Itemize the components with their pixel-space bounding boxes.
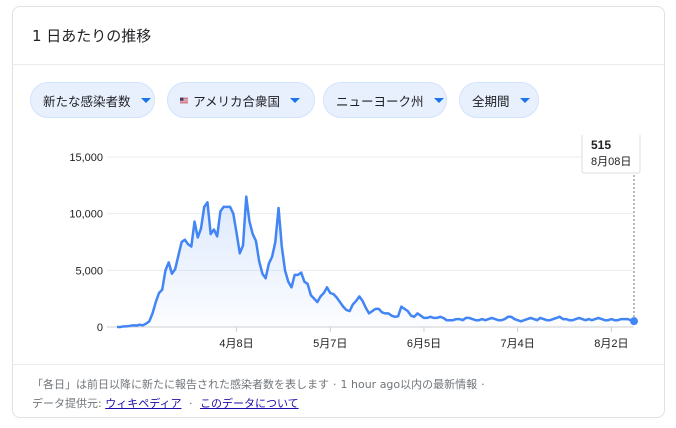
hover-tooltip: 515 8月08日 bbox=[581, 135, 641, 174]
x-tick-label: 7月4日 bbox=[501, 338, 535, 350]
period-dropdown-label: 全期間 bbox=[472, 93, 510, 109]
update-note: 1 hour ago以内の最新情報 bbox=[340, 378, 478, 391]
hover-point[interactable] bbox=[630, 317, 638, 326]
metric-dropdown[interactable]: 新たな感染者数 bbox=[30, 82, 155, 118]
y-tick-label: 5,000 bbox=[75, 265, 103, 277]
tooltip-date: 8月08日 bbox=[591, 156, 631, 168]
footer-note: 「各日」は前日以降に新たに報告された感染者数を表します bbox=[32, 378, 329, 391]
divider bbox=[13, 64, 664, 65]
period-dropdown[interactable]: 全期間 bbox=[459, 82, 539, 118]
stats-card: 1 日あたりの推移 新たな感染者数 アメリカ合衆国 ニューヨーク州 bbox=[12, 6, 665, 418]
separator: · bbox=[333, 378, 337, 391]
series-area bbox=[117, 196, 634, 327]
y-tick-label: 10,000 bbox=[69, 209, 103, 221]
caret-down-icon bbox=[290, 97, 300, 103]
caret-down-icon bbox=[140, 97, 151, 103]
footer-line-1: 「各日」は前日以降に新たに報告された感染者数を表します · 1 hour ago以内… bbox=[32, 375, 652, 394]
card-title: 1 日あたりの推移 bbox=[32, 27, 152, 45]
y-tick-label: 0 bbox=[97, 322, 103, 334]
wikipedia-link[interactable]: ウィキペディア bbox=[105, 397, 182, 410]
us-flag-icon bbox=[180, 97, 189, 103]
tooltip-value: 515 bbox=[591, 138, 611, 152]
x-tick-label: 4月8日 bbox=[219, 338, 253, 350]
caret-down-icon bbox=[433, 97, 444, 103]
y-tick-label: 15,000 bbox=[69, 152, 103, 164]
footer: 「各日」は前日以降に新たに報告された感染者数を表します · 1 hour ago以内… bbox=[32, 375, 652, 413]
separator: · bbox=[481, 378, 485, 391]
country-dropdown-label: アメリカ合衆国 bbox=[193, 93, 280, 109]
x-tick-label: 8月2日 bbox=[594, 338, 628, 350]
series-line bbox=[117, 195, 635, 329]
x-tick-label: 5月7日 bbox=[313, 338, 347, 350]
caret-down-icon bbox=[519, 97, 530, 103]
region-dropdown-label: ニューヨーク州 bbox=[336, 93, 424, 109]
country-dropdown[interactable]: アメリカ合衆国 bbox=[167, 82, 315, 118]
x-tick-label: 6月5日 bbox=[407, 338, 441, 350]
about-data-link[interactable]: このデータについて bbox=[199, 397, 299, 410]
separator: · bbox=[188, 397, 193, 410]
region-dropdown[interactable]: ニューヨーク州 bbox=[323, 82, 447, 118]
metric-dropdown-label: 新たな感染者数 bbox=[43, 93, 131, 109]
footer-line-2: データ提供元: ウィキペディア · このデータについて bbox=[32, 394, 652, 413]
source-label: データ提供元: bbox=[32, 397, 102, 410]
divider bbox=[13, 364, 664, 365]
